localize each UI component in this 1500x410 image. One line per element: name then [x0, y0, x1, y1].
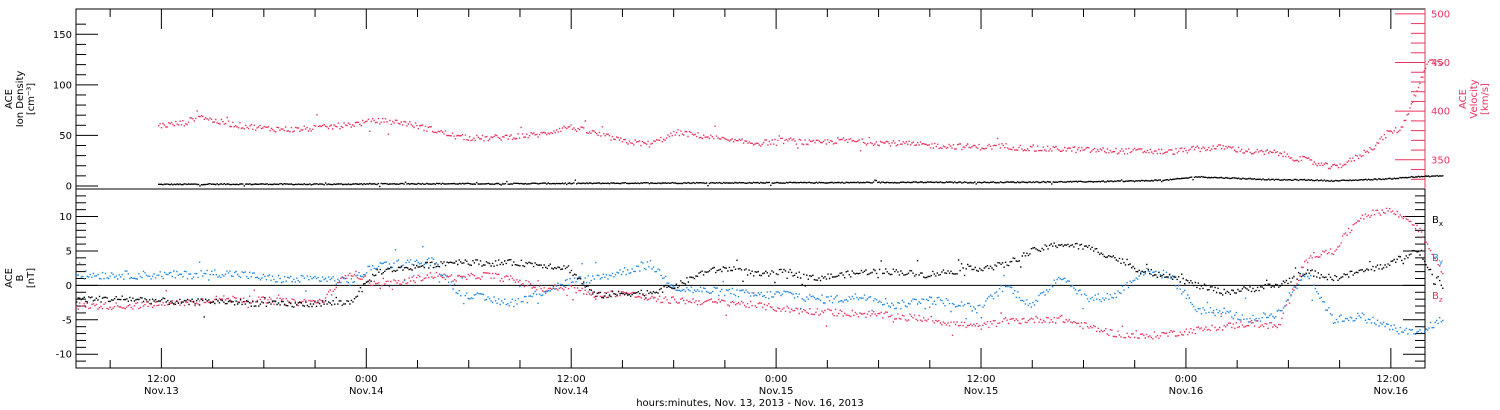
- x-tick-label-date: Nov.16: [1169, 386, 1204, 397]
- top-rylabel-line2: Velocity: [1469, 79, 1480, 118]
- bottom-ytick-label: -5: [62, 315, 72, 326]
- top-rylabel-line1: ACE: [1458, 89, 1469, 109]
- top-ylabel-line1: ACE: [4, 89, 15, 109]
- top-left-axis-label: ACE Ion Density [cm⁻³]: [4, 71, 37, 128]
- x-tick-label-date: Nov.14: [349, 386, 384, 397]
- bz-points: [76, 207, 1444, 340]
- top-right-ytick-label: 400: [1431, 107, 1450, 118]
- x-axis-label: hours:minutes, Nov. 13, 2013 - Nov. 16, …: [636, 398, 864, 409]
- legend-bz-main: B: [1432, 291, 1439, 302]
- velocity-points: [158, 59, 1444, 170]
- top-left-ytick-label: 0: [66, 181, 72, 192]
- x-tick-label-time: 12:00: [967, 374, 996, 385]
- chart-marks: 050100150350400450500-10-5051012:00Nov.1…: [53, 9, 1450, 397]
- legend-bz-sub: z: [1439, 296, 1443, 304]
- density-points: [158, 174, 1444, 188]
- legend-bx-sub: x: [1439, 220, 1443, 228]
- top-ylabel-line2: Ion Density: [15, 71, 26, 128]
- top-right-ytick-label: 500: [1431, 9, 1450, 20]
- bottom-ytick-label: -10: [56, 350, 72, 361]
- bottom-ytick-label: 0: [66, 281, 72, 292]
- top-right-axis-label: ACE Velocity [km/s]: [1458, 79, 1491, 118]
- top-left-ytick-label: 100: [53, 80, 72, 91]
- by-points: [76, 246, 1444, 335]
- bottom-ytick-label: 10: [59, 212, 72, 223]
- top-left-ytick-label: 50: [59, 131, 72, 142]
- x-tick-label-date: Nov.16: [1374, 386, 1409, 397]
- x-tick-label-date: Nov.13: [144, 386, 179, 397]
- x-tick-label-time: 12:00: [147, 374, 176, 385]
- x-tick-label-date: Nov.15: [759, 386, 794, 397]
- top-ylabel-line3: [cm⁻³]: [26, 83, 37, 115]
- legend-by-sub: y: [1439, 258, 1443, 266]
- legend-bx: Bx: [1432, 215, 1443, 228]
- top-panel-frame: [75, 8, 1426, 190]
- x-tick-label-date: Nov.14: [554, 386, 589, 397]
- top-left-ytick-label: 150: [53, 30, 72, 41]
- legend-bx-main: B: [1432, 215, 1439, 226]
- x-tick-label-date: Nov.15: [964, 386, 999, 397]
- x-tick-label-time: 12:00: [557, 374, 586, 385]
- bottom-left-axis-label: ACE B [nT]: [4, 268, 37, 288]
- x-tick-label-time: 0:00: [355, 374, 377, 385]
- bottom-ylabel-line3: [nT]: [26, 268, 37, 288]
- bottom-ylabel-line2: B: [15, 274, 26, 281]
- x-tick-label-time: 0:00: [765, 374, 787, 385]
- bottom-ylabel-line1: ACE: [4, 268, 15, 288]
- top-rylabel-line3: [km/s]: [1480, 83, 1491, 115]
- legend: Bx By Bz: [1432, 215, 1443, 304]
- x-tick-label-time: 0:00: [1175, 374, 1197, 385]
- top-right-ytick-label: 350: [1431, 155, 1450, 166]
- bottom-ytick-label: 5: [66, 246, 72, 257]
- bottom-panel-frame: [75, 188, 1426, 369]
- bx-points: [76, 242, 1444, 318]
- x-tick-label-time: 12:00: [1376, 374, 1405, 385]
- legend-bz: Bz: [1432, 291, 1443, 304]
